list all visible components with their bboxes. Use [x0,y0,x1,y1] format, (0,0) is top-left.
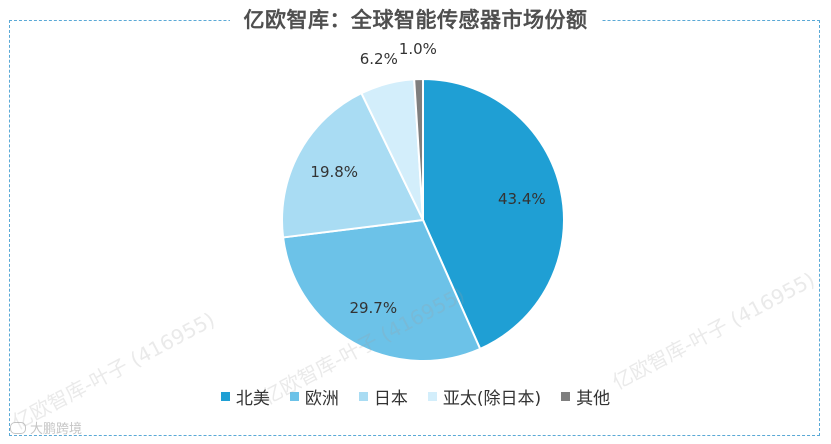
pie-slice-2 [281,218,482,362]
legend-swatch [358,392,368,401]
legend-label: 亚太(除日本) [442,389,542,409]
data-label-1: 43.4% [498,190,546,208]
pie-slice-5 [413,77,424,221]
data-label-3: 19.8% [310,163,358,181]
legend-label: 日本 [373,389,408,409]
legend-swatch [427,392,437,401]
legend-item-3: 日本 [358,384,408,409]
chart-title-wrap: 亿欧智库：全球智能传感器市场份额 [0,4,831,34]
pie-slice-1 [422,77,565,351]
legend-item-1: 北美 [220,384,270,409]
legend-item-5: 其他 [561,384,610,409]
legend-swatch [561,392,571,401]
brand-icon [10,421,26,434]
brand-watermark: 大鹏跨境 [10,418,82,437]
legend-label: 欧洲 [304,389,339,409]
chart-title: 亿欧智库：全球智能传感器市场份额 [229,4,602,34]
legend-label: 其他 [576,389,611,409]
chart-legend: 北美 欧洲 日本 亚太(除日本) 其他 [0,384,831,409]
legend-swatch [289,392,299,401]
legend-item-4: 亚太(除日本) [427,384,542,409]
data-label-4: 6.2% [360,50,398,68]
pie-slice-3 [281,91,425,239]
data-label-5: 1.0% [399,40,437,58]
data-label-2: 29.7% [349,299,397,317]
brand-text: 大鹏跨境 [30,422,83,437]
legend-swatch [220,392,230,401]
legend-item-2: 欧洲 [289,384,339,409]
legend-label: 北美 [235,389,270,409]
